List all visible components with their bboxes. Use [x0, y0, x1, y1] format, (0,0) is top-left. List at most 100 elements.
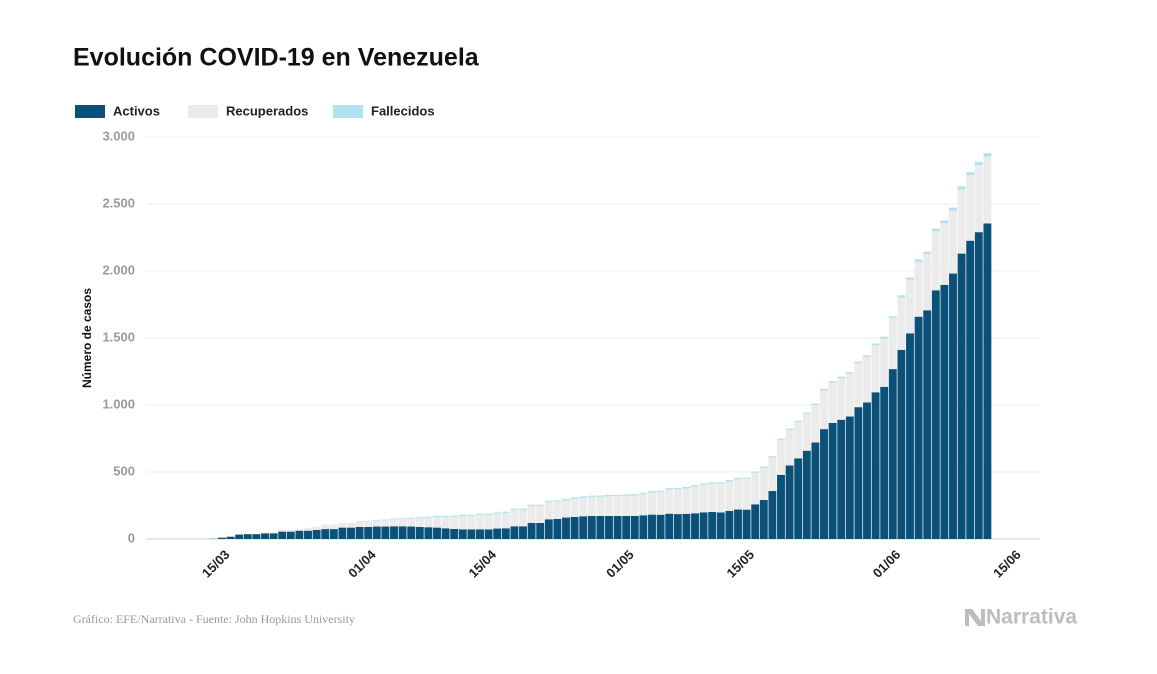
- bar-segment: [501, 512, 510, 529]
- bar-segment: [407, 518, 416, 527]
- bar-segment: [734, 478, 742, 480]
- bar-segment: [338, 527, 347, 539]
- bar-segment: [888, 369, 897, 539]
- bar-segment: [562, 517, 570, 539]
- bar-segment: [493, 512, 502, 514]
- bar-segment: [639, 492, 648, 495]
- bar-segment: [673, 489, 682, 515]
- bar-segment: [828, 381, 837, 383]
- x-tick-label: 01/04: [345, 546, 379, 580]
- bar-segment: [605, 494, 613, 497]
- bar-segment: [536, 504, 545, 506]
- bar-segment: [768, 491, 777, 539]
- bar-segment: [880, 386, 889, 539]
- bar-segment: [897, 297, 906, 350]
- bar-segment: [622, 494, 631, 496]
- bar-segment: [742, 478, 751, 510]
- bar-segment: [441, 517, 450, 529]
- bar-segment: [871, 343, 880, 346]
- bar-segment: [820, 429, 828, 539]
- legend-label: Recuperados: [226, 103, 308, 118]
- bar-segment: [605, 496, 613, 516]
- bar-segment: [338, 523, 347, 528]
- bar-segment: [906, 277, 914, 280]
- bar-segment: [304, 530, 312, 539]
- bar-segment: [845, 416, 854, 539]
- bar-segment: [871, 392, 880, 539]
- bar-segment: [639, 494, 648, 516]
- bar-segment: [923, 251, 932, 254]
- x-tick-label: 15/06: [990, 547, 1024, 581]
- bar-segment: [321, 529, 330, 539]
- bar-segment: [381, 526, 390, 539]
- bar-segment: [527, 522, 536, 539]
- bar-segment: [286, 531, 295, 539]
- bar-segment: [415, 516, 424, 518]
- bar-segment: [226, 536, 235, 539]
- x-tick-label: 01/05: [603, 547, 637, 581]
- bar-segment: [450, 515, 459, 517]
- bar-segment: [665, 489, 674, 514]
- bar-segment: [957, 186, 966, 190]
- bar-segment: [596, 495, 605, 497]
- bar-segment: [390, 519, 398, 527]
- bar-segment: [966, 175, 975, 241]
- bar-segment: [794, 422, 803, 459]
- bar-segment: [553, 501, 562, 519]
- chart-title: Evolución COVID-19 en Venezuela: [73, 44, 480, 72]
- bar-segment: [613, 515, 622, 539]
- bar-segment: [949, 210, 957, 274]
- bar-segment: [424, 516, 433, 518]
- bar-segment: [708, 483, 717, 512]
- bar-segment: [923, 310, 932, 539]
- bar-segment: [691, 486, 699, 514]
- bar-segment: [587, 515, 596, 539]
- bar-segment: [501, 511, 510, 513]
- bar-segment: [802, 413, 811, 451]
- bar-segment: [931, 231, 940, 291]
- bar-segment: [562, 500, 570, 518]
- bar-segment: [837, 376, 846, 379]
- bar-segment: [364, 526, 373, 539]
- bar-segment: [321, 524, 330, 530]
- bar-segment: [871, 345, 880, 393]
- bar-segment: [630, 495, 639, 516]
- bar-segment: [906, 279, 914, 334]
- x-tick-label: 01/06: [870, 547, 904, 581]
- bar-segment: [820, 388, 828, 391]
- bar-segment: [665, 513, 674, 539]
- bar-segment: [596, 496, 605, 516]
- bar-segment: [759, 466, 768, 468]
- bar-segment: [630, 494, 639, 496]
- bar-segment: [966, 240, 975, 539]
- bar-segment: [845, 372, 854, 374]
- bar-segment: [295, 528, 304, 531]
- bar-segment: [923, 253, 932, 311]
- bar-segment: [372, 526, 381, 539]
- y-tick-label: 500: [113, 463, 135, 478]
- bar-segment: [837, 378, 846, 420]
- bar-segment: [820, 390, 828, 430]
- bar-segment: [390, 518, 398, 520]
- bar-segment: [906, 333, 914, 539]
- bar-segment: [949, 207, 957, 211]
- bar-segment: [734, 479, 742, 510]
- bar-segment: [355, 526, 364, 539]
- bar-segment: [716, 482, 725, 484]
- bar-segment: [415, 517, 424, 527]
- bar-segment: [441, 528, 450, 539]
- bar-segment: [269, 533, 278, 539]
- bar-segment: [777, 439, 785, 475]
- bar-segment: [544, 502, 553, 520]
- bar-segment: [519, 526, 527, 539]
- bar-segment: [837, 419, 846, 539]
- bar-segment: [390, 526, 398, 539]
- bar-segment: [708, 511, 717, 539]
- bar-segment: [424, 527, 433, 539]
- bar-segment: [648, 492, 656, 515]
- bar-segment: [854, 361, 863, 363]
- bar-segment: [725, 510, 734, 539]
- bar-segment: [372, 519, 381, 521]
- bar-segment: [966, 172, 975, 176]
